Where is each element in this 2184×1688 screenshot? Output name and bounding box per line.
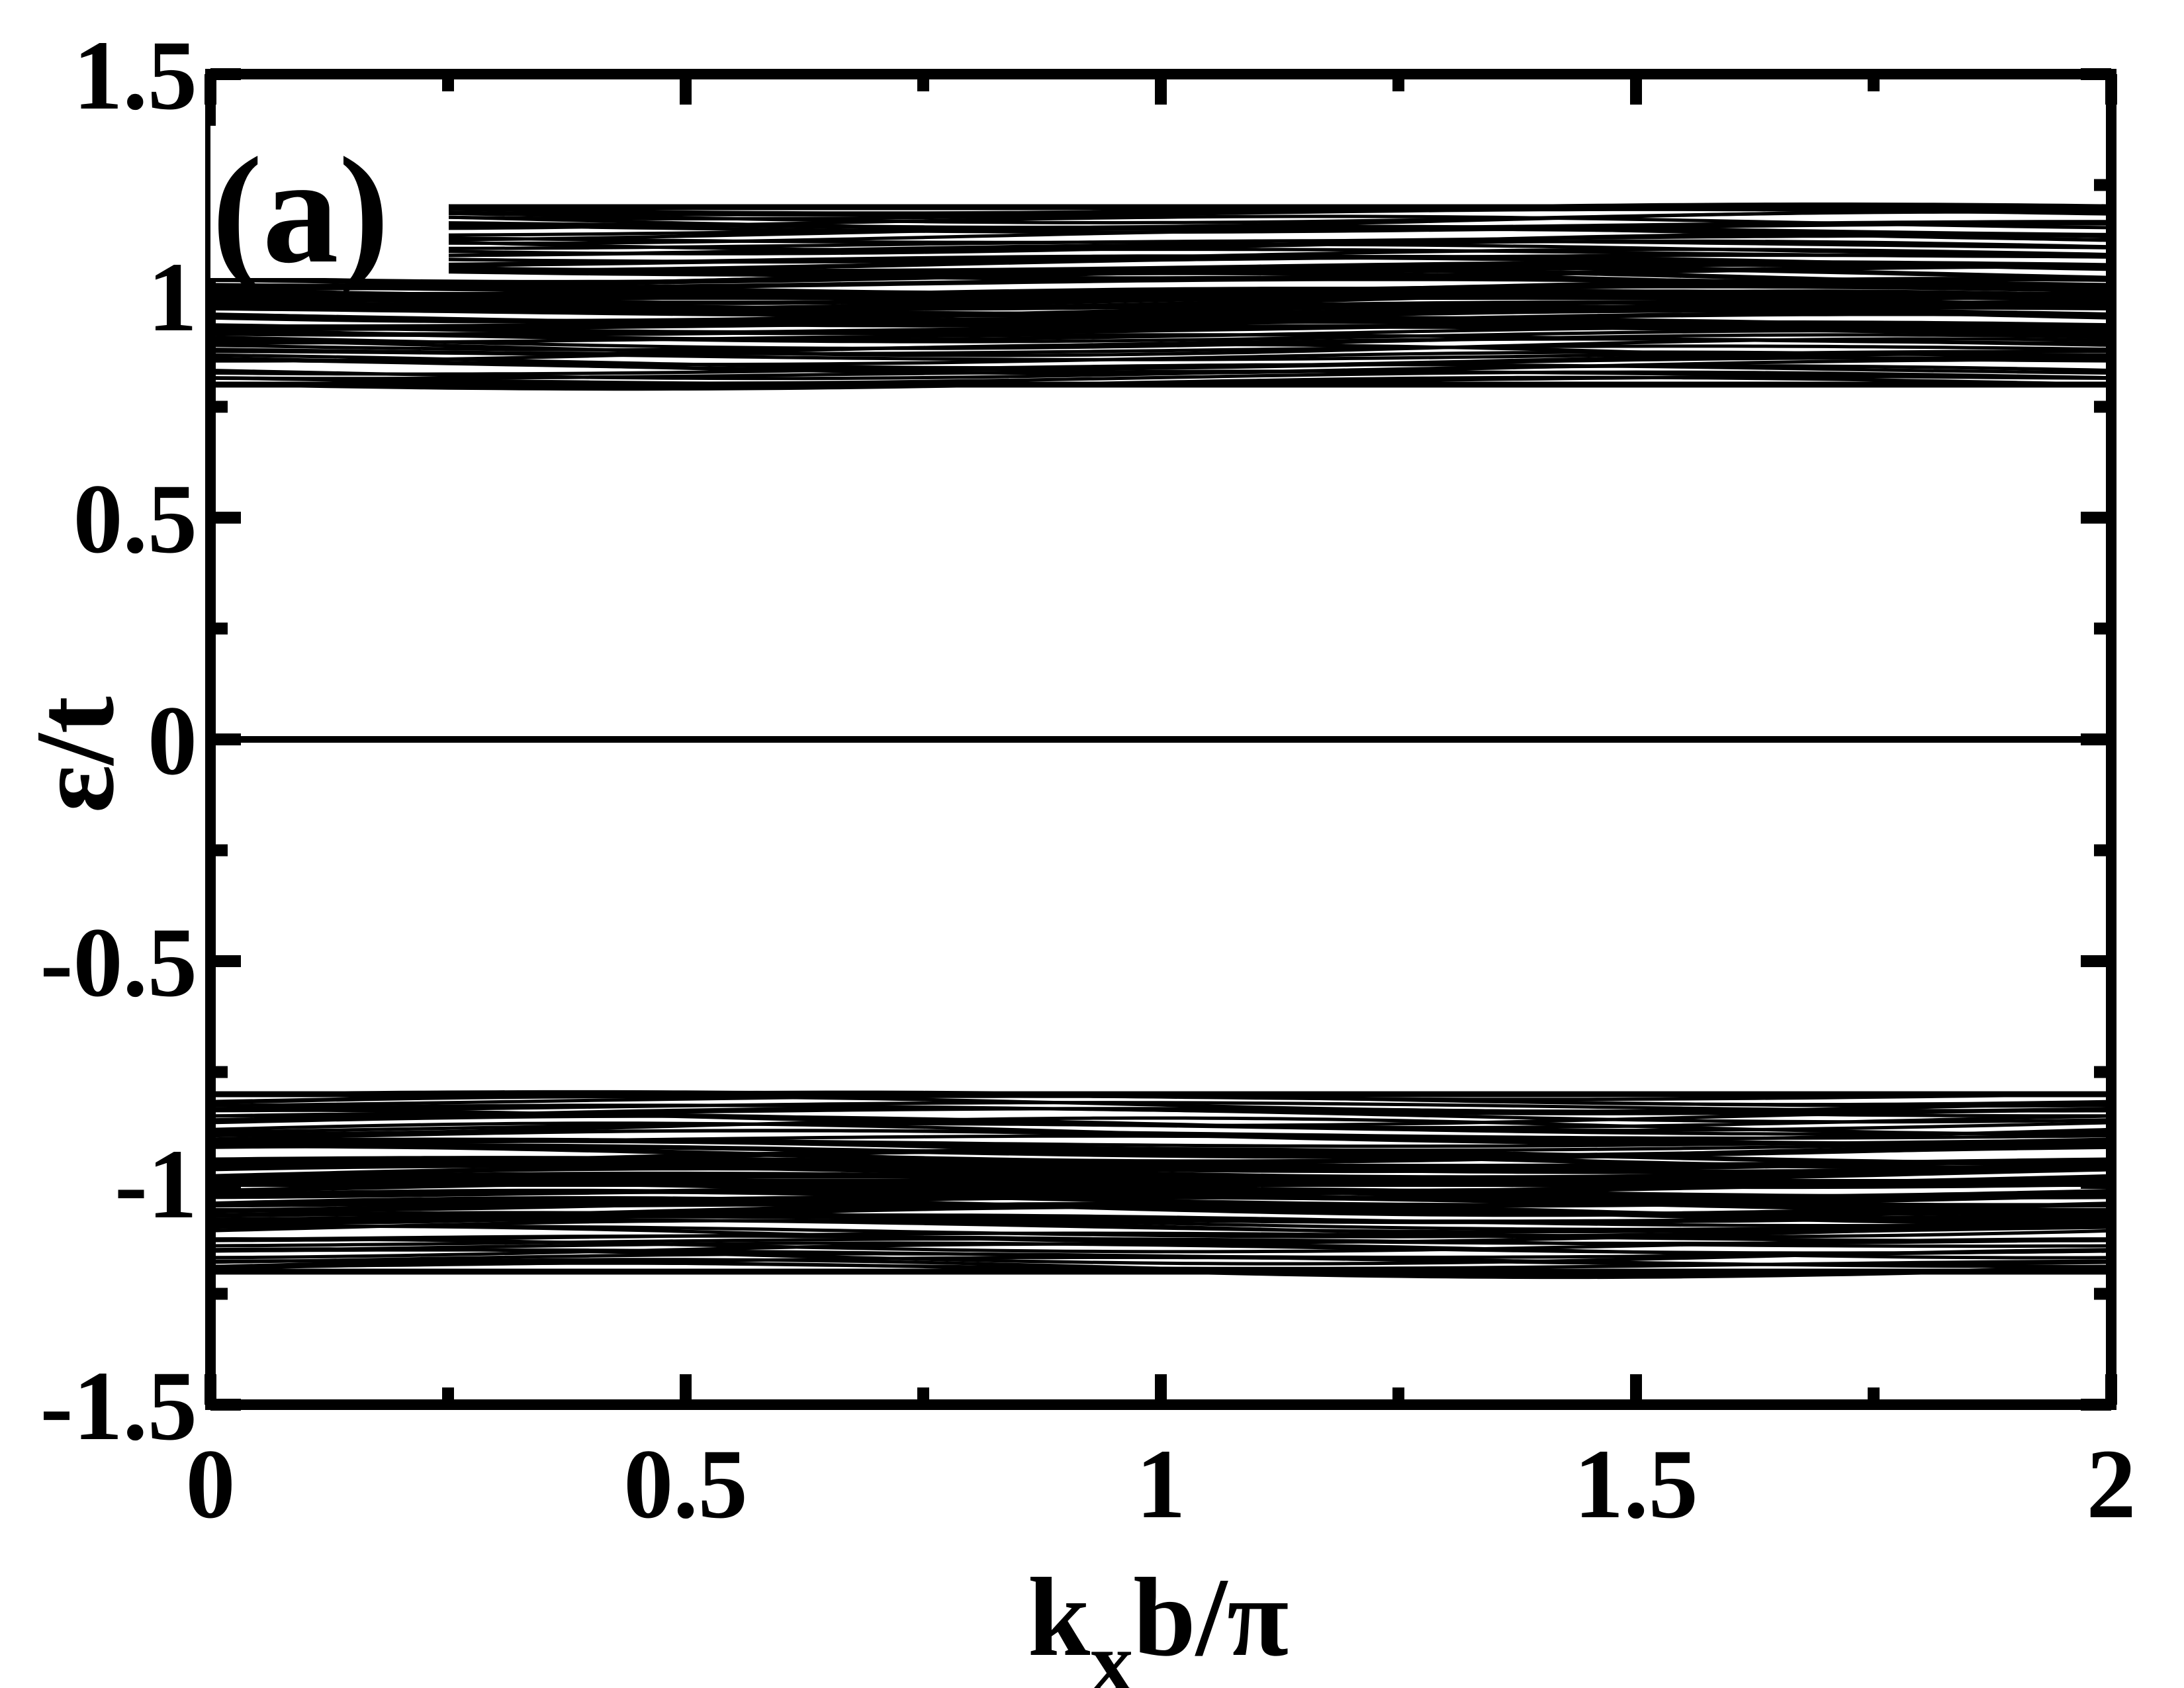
axis-ticks xyxy=(205,68,2117,1411)
x-tick-labels: 0 0.5 1 1.5 2 xyxy=(186,1429,2136,1539)
x-tick-label: 1 xyxy=(1136,1429,1186,1539)
lower-band xyxy=(210,1090,2111,1280)
y-tick-label: -1.5 xyxy=(40,1351,197,1461)
band-line xyxy=(210,1103,2111,1115)
energy-bands xyxy=(210,202,2111,1280)
band-line xyxy=(210,344,2111,356)
y-tick-labels: -1.5 -1 -0.5 0 0.5 1 1.5 xyxy=(40,21,197,1461)
x-tick-label: 0.5 xyxy=(623,1429,748,1539)
x-tick-label: 0 xyxy=(186,1429,236,1539)
band-line xyxy=(210,1201,2111,1223)
y-tick-label: -1 xyxy=(114,1129,197,1239)
band-line xyxy=(210,1121,2111,1142)
band-line xyxy=(210,214,2111,230)
panel-label-background xyxy=(210,126,449,278)
x-tick-label: 2 xyxy=(2087,1429,2136,1539)
panel-label: (a) xyxy=(212,126,389,295)
y-tick-label: 1 xyxy=(148,242,197,352)
y-tick-label: -0.5 xyxy=(40,908,197,1017)
band-line xyxy=(210,1231,2111,1243)
y-tick-label: 1.5 xyxy=(73,21,198,130)
y-tick-label: 0 xyxy=(148,686,197,796)
y-tick-label: 0.5 xyxy=(73,464,198,574)
x-axis-title-rest: b/π xyxy=(1133,1555,1289,1679)
x-axis-title-main: k xyxy=(1028,1555,1091,1679)
x-axis-title-subscript: x xyxy=(1090,1615,1133,1688)
band-line xyxy=(210,333,2111,350)
x-tick-label: 1.5 xyxy=(1574,1429,1698,1539)
band-line xyxy=(210,202,2111,215)
upper-band xyxy=(210,202,2111,391)
x-axis-title: kxb/π xyxy=(1028,1555,1289,1688)
band-line xyxy=(210,324,2111,337)
band-line xyxy=(210,1224,2111,1239)
band-line xyxy=(210,1196,2111,1217)
band-line xyxy=(210,242,2111,258)
band-line xyxy=(210,1241,2111,1255)
band-line xyxy=(210,304,2111,324)
y-axis-title: ε/t xyxy=(13,696,137,813)
